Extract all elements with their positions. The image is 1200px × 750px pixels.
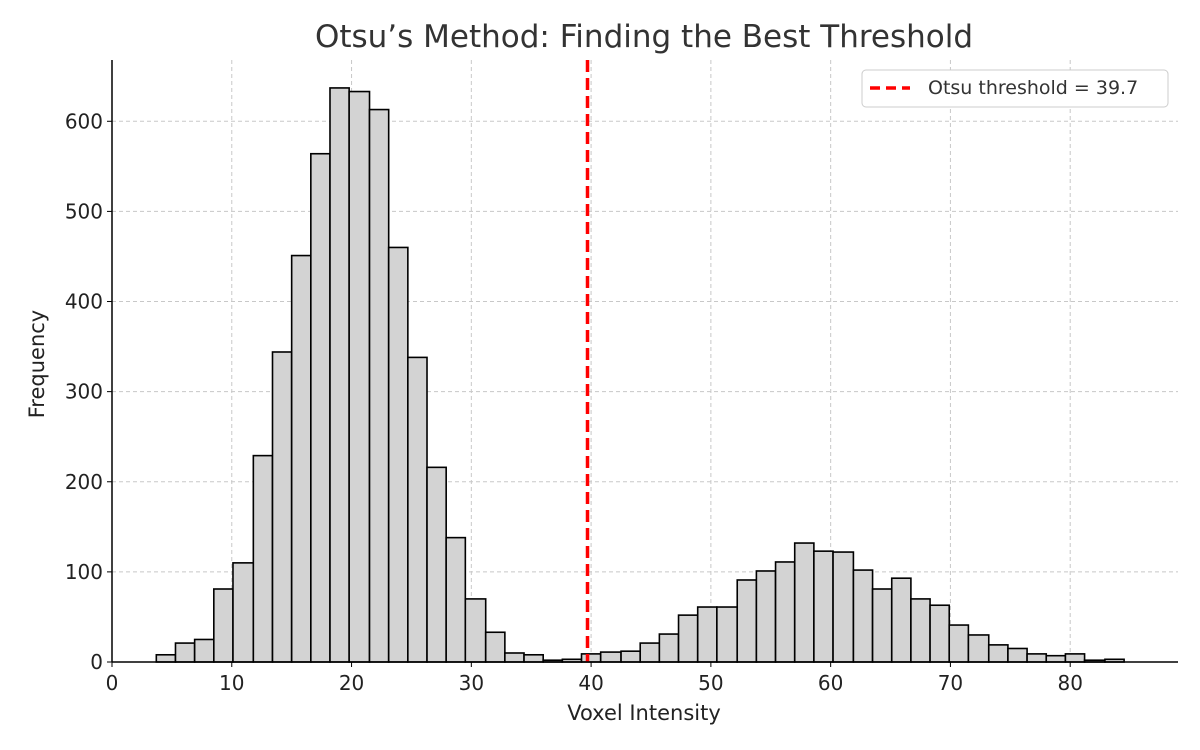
histogram-bar [852, 569, 874, 663]
x-axis-label: Voxel Intensity [567, 701, 721, 725]
histogram-bar [1007, 647, 1028, 663]
chart-title: Otsu’s Method: Finding the Best Threshol… [315, 19, 973, 55]
y-axis-label: Frequency [25, 310, 49, 419]
x-tick-label: 60 [818, 671, 843, 695]
x-tick-label: 10 [219, 671, 244, 695]
y-tick-label: 500 [65, 199, 103, 223]
histogram-bars [155, 87, 1125, 663]
histogram-bar [620, 650, 642, 663]
histogram-bar [174, 642, 196, 663]
histogram-bar [232, 562, 255, 663]
histogram-bar [445, 536, 467, 663]
histogram-bar [736, 579, 758, 663]
histogram-bar [368, 108, 390, 663]
histogram-bar [987, 644, 1009, 663]
histogram-bar [599, 651, 622, 663]
histogram-bar [755, 570, 777, 663]
histogram-bar [329, 87, 350, 663]
histogram-bar [387, 246, 409, 663]
histogram-bar [271, 351, 293, 663]
histogram-bar [193, 638, 215, 663]
y-tick-label: 300 [65, 380, 103, 404]
histogram-bar [1045, 654, 1067, 663]
histogram-bar [504, 652, 525, 663]
histogram-bar [910, 598, 931, 663]
histogram-bar [1026, 653, 1048, 663]
histogram-bar [871, 588, 893, 663]
y-axis-ticks: 0 100 200 300 400 500 600 [65, 109, 112, 674]
histogram-bar [310, 152, 331, 663]
histogram-bar [716, 606, 739, 663]
histogram-bar [639, 642, 661, 663]
histogram-bar [774, 561, 796, 663]
y-tick-label: 200 [65, 470, 103, 494]
x-axis-ticks: 0 10 20 30 40 50 60 70 80 [106, 662, 1083, 695]
legend-threshold-label: Otsu threshold = 39.7 [928, 77, 1138, 99]
histogram-bar [426, 466, 447, 663]
legend-frame [861, 69, 1169, 108]
axes [111, 60, 1178, 663]
histogram-bar [696, 606, 718, 663]
histogram-bar [464, 598, 487, 663]
histogram-bar [155, 653, 177, 663]
histogram-bar [523, 653, 544, 663]
histogram-bar [252, 454, 274, 663]
histogram-bar [948, 624, 970, 663]
x-tick-label: 20 [339, 671, 364, 695]
legend: Otsu threshold = 39.7 [861, 69, 1169, 108]
histogram-bar [967, 634, 990, 663]
histogram-bar [793, 542, 815, 663]
x-tick-label: 80 [1057, 671, 1082, 695]
histogram-bar [890, 577, 912, 663]
histogram-bar [348, 90, 371, 663]
histogram-bar [813, 550, 834, 663]
histogram-bar [929, 604, 951, 663]
histogram-bar [407, 356, 428, 663]
x-tick-label: 0 [106, 671, 119, 695]
histogram-bar [484, 631, 506, 663]
y-tick-label: 400 [65, 290, 103, 314]
histogram-bar [1064, 653, 1086, 663]
x-tick-label: 70 [938, 671, 963, 695]
histogram-bar [580, 653, 602, 663]
histogram-bar [213, 588, 234, 663]
histogram-bar [677, 614, 699, 663]
y-tick-label: 0 [90, 650, 103, 674]
x-tick-label: 40 [578, 671, 603, 695]
x-tick-label: 30 [459, 671, 484, 695]
y-tick-label: 100 [65, 560, 103, 584]
x-tick-label: 50 [698, 671, 723, 695]
y-tick-label: 600 [65, 109, 103, 133]
histogram-bar [658, 633, 680, 663]
histogram-bar [290, 254, 312, 663]
histogram-bar [832, 551, 855, 663]
